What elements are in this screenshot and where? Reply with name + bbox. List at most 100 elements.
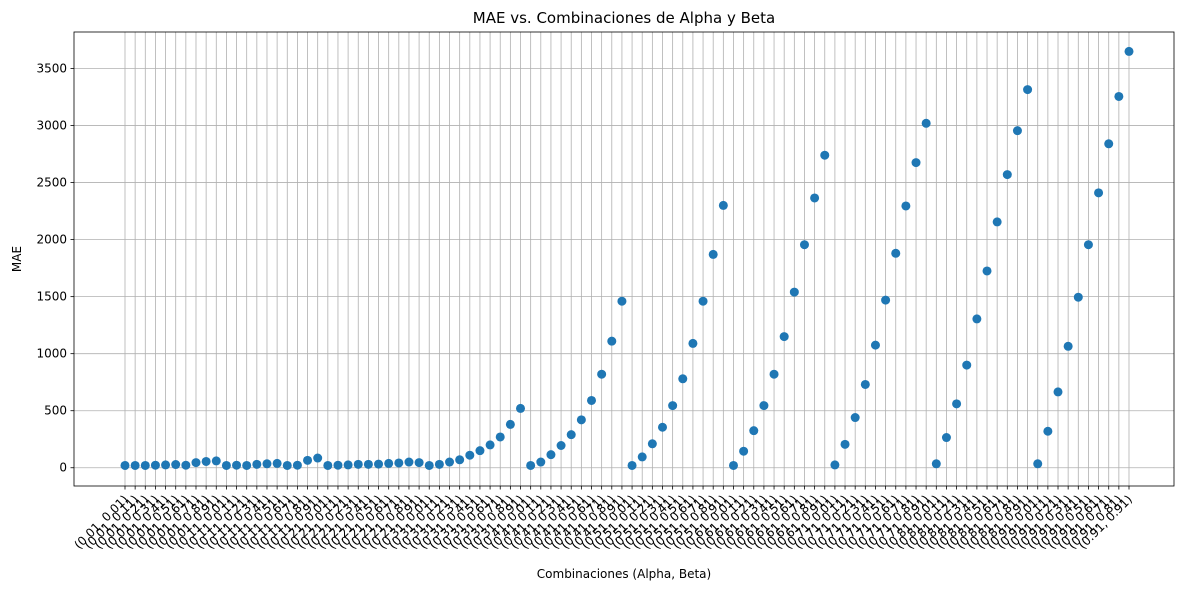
data-point bbox=[262, 459, 272, 469]
data-point bbox=[820, 150, 830, 160]
data-point bbox=[799, 240, 809, 250]
data-point bbox=[992, 217, 1002, 227]
y-tick-label: 1000 bbox=[36, 347, 67, 361]
y-axis-ticks: 0 500 1000 1500 2000 2500 3000 3500 bbox=[36, 62, 74, 475]
data-point bbox=[647, 439, 657, 449]
plot-frame bbox=[73, 31, 1175, 487]
data-point bbox=[840, 439, 850, 449]
data-point bbox=[556, 441, 566, 451]
data-point bbox=[739, 446, 749, 456]
data-point bbox=[343, 460, 353, 470]
data-point bbox=[292, 460, 302, 470]
data-points bbox=[120, 46, 1134, 470]
data-point bbox=[434, 459, 444, 469]
data-point bbox=[597, 369, 607, 379]
data-point bbox=[546, 450, 556, 460]
data-point bbox=[566, 430, 576, 440]
data-point bbox=[191, 458, 201, 468]
data-point bbox=[1094, 188, 1104, 198]
data-point bbox=[252, 459, 262, 469]
data-point bbox=[1023, 85, 1033, 95]
y-tick-label: 1500 bbox=[36, 290, 67, 304]
x-gridlines bbox=[124, 32, 1130, 486]
data-point bbox=[414, 458, 424, 468]
data-point bbox=[232, 460, 242, 470]
data-point bbox=[485, 440, 495, 450]
data-point bbox=[130, 460, 140, 470]
data-point bbox=[1083, 240, 1093, 250]
data-point bbox=[830, 460, 840, 470]
data-point bbox=[211, 456, 221, 466]
data-point bbox=[657, 422, 667, 432]
data-point bbox=[911, 158, 921, 168]
data-point bbox=[394, 458, 404, 468]
data-point bbox=[323, 460, 333, 470]
data-point bbox=[678, 374, 688, 384]
y-tick-label: 3000 bbox=[36, 119, 67, 133]
data-point bbox=[333, 460, 343, 470]
data-point bbox=[1104, 139, 1114, 149]
data-point bbox=[728, 460, 738, 470]
data-point bbox=[718, 200, 728, 210]
y-axis-label: MAE bbox=[10, 246, 24, 272]
data-point bbox=[891, 248, 901, 258]
data-point bbox=[536, 457, 546, 467]
data-point bbox=[455, 455, 465, 465]
data-point bbox=[1012, 126, 1022, 136]
data-point bbox=[1063, 341, 1073, 351]
data-point bbox=[181, 460, 191, 470]
data-point bbox=[1002, 170, 1012, 180]
data-point bbox=[749, 426, 759, 436]
data-point bbox=[810, 193, 820, 203]
y-tick-label: 3500 bbox=[36, 62, 67, 76]
data-point bbox=[972, 314, 982, 324]
y-tick-label: 2500 bbox=[36, 176, 67, 190]
data-point bbox=[759, 401, 769, 411]
data-point bbox=[779, 332, 789, 342]
data-point bbox=[688, 338, 698, 348]
data-point bbox=[1124, 46, 1134, 56]
data-point bbox=[1053, 387, 1063, 397]
data-point bbox=[526, 460, 536, 470]
data-point bbox=[1114, 91, 1124, 101]
data-point bbox=[952, 399, 962, 409]
data-point bbox=[982, 266, 992, 276]
data-point bbox=[941, 433, 951, 443]
data-point bbox=[789, 287, 799, 297]
data-point bbox=[374, 459, 384, 469]
data-point bbox=[201, 456, 211, 466]
chart-title: MAE vs. Combinaciones de Alpha y Beta bbox=[473, 9, 775, 27]
data-point bbox=[860, 379, 870, 389]
data-point bbox=[850, 413, 860, 423]
data-point bbox=[769, 369, 779, 379]
data-point bbox=[607, 336, 617, 346]
y-tick-label: 0 bbox=[59, 461, 67, 475]
data-point bbox=[161, 460, 171, 470]
data-point bbox=[475, 446, 485, 456]
data-point bbox=[495, 432, 505, 442]
data-point bbox=[171, 460, 181, 470]
data-point bbox=[931, 459, 941, 469]
data-point bbox=[363, 459, 373, 469]
data-point bbox=[708, 249, 718, 259]
data-point bbox=[921, 118, 931, 128]
data-point bbox=[303, 455, 313, 465]
data-point bbox=[282, 460, 292, 470]
data-point bbox=[881, 295, 891, 305]
data-point bbox=[962, 360, 972, 370]
data-point bbox=[1073, 292, 1083, 302]
y-tick-label: 2000 bbox=[36, 233, 67, 247]
data-point bbox=[221, 460, 231, 470]
data-point bbox=[516, 403, 526, 413]
data-point bbox=[353, 459, 363, 469]
data-point bbox=[637, 452, 647, 462]
data-point bbox=[313, 453, 323, 463]
data-point bbox=[587, 395, 597, 405]
data-point bbox=[445, 457, 455, 467]
x-axis-ticks: (0.01, 0.01)(0.01, 0.11)(0.01, 0.21)(0.0… bbox=[71, 486, 1135, 552]
data-point bbox=[242, 460, 252, 470]
data-point bbox=[1033, 459, 1043, 469]
data-point bbox=[627, 460, 637, 470]
data-point bbox=[870, 340, 880, 350]
